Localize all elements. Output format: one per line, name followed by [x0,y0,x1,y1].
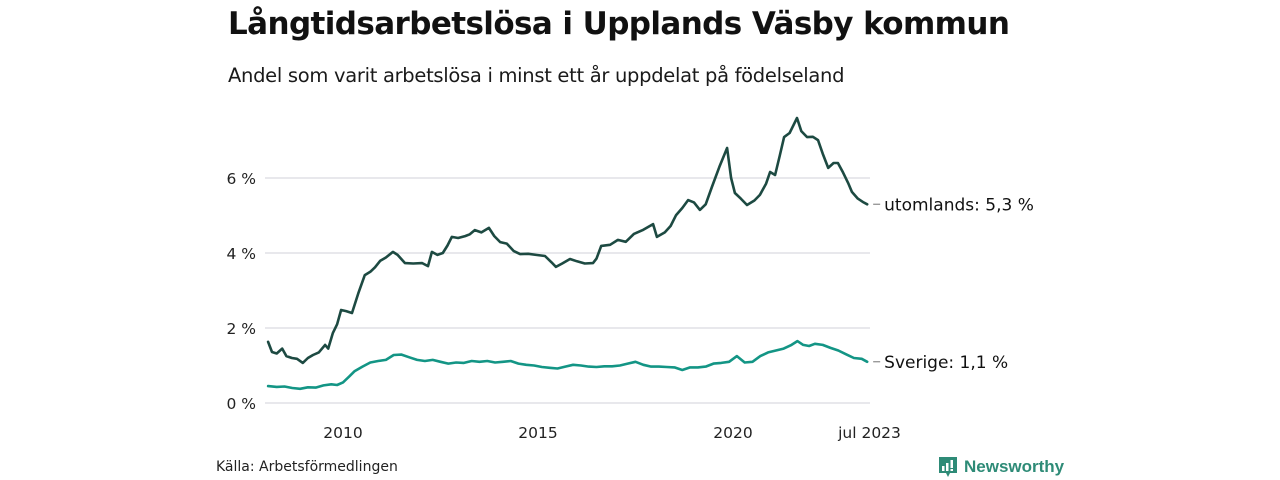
y-tick-label: 6 % [226,170,256,188]
series-line-sverige [266,339,869,391]
y-axis-ticks: 0 % 2 % 4 % 6 % [226,170,256,413]
series-end-label: utomlands: 5,3 % [884,195,1034,215]
x-tick-label: 2010 [323,424,362,442]
chart-subtitle: Andel som varit arbetslösa i minst ett å… [228,64,845,87]
series-end-labels: utomlands: 5,3 % Sverige: 1,1 % [873,195,1034,373]
newsworthy-logo[interactable]: Newsworthy [938,456,1064,478]
series-end-label: Sverige: 1,1 % [884,353,1008,373]
brand-name: Newsworthy [964,457,1065,476]
x-axis-ticks: 2010 2015 2020 jul 2023 [323,424,901,442]
x-tick-label: 2015 [518,424,557,442]
y-tick-label: 4 % [226,245,256,263]
series-lines [266,116,869,391]
source-note: Källa: Arbetsförmedlingen [216,459,398,475]
bar-chart-badge-icon [939,457,957,477]
y-tick-label: 2 % [226,320,256,338]
y-tick-label: 0 % [226,395,256,413]
series-line-utomlands [266,116,869,365]
x-tick-label: jul 2023 [837,424,901,442]
chart-title: Långtidsarbetslösa i Upplands Väsby komm… [228,6,1010,42]
x-tick-label: 2020 [713,424,752,442]
